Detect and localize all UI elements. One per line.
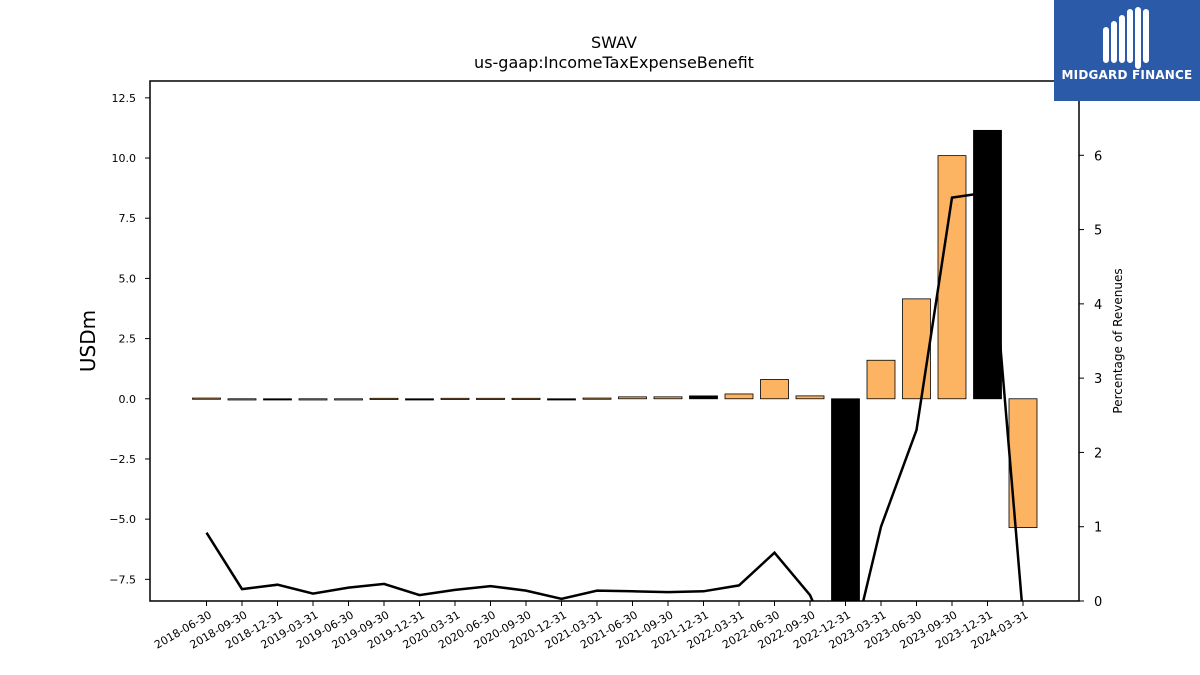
bar xyxy=(298,398,328,401)
y-tick-label: −2.5 xyxy=(109,453,136,466)
y-tick-label: −5.0 xyxy=(109,513,136,526)
bar xyxy=(476,397,505,400)
y-tick-label: −7.5 xyxy=(109,573,136,586)
bar xyxy=(866,359,896,400)
bar xyxy=(511,397,541,400)
y2-axis-label: Percentage of Revenues xyxy=(1111,268,1125,413)
bar xyxy=(653,396,683,400)
brand-name: MIDGARD FINANCE xyxy=(1061,68,1193,82)
y2-tick-label: 0 xyxy=(1094,595,1102,610)
y-tick-label: 5.0 xyxy=(119,272,137,285)
y2-tick-label: 1 xyxy=(1094,521,1102,536)
bar xyxy=(369,397,399,400)
bar-series xyxy=(192,129,1038,601)
y2-tick-label: 5 xyxy=(1094,224,1102,239)
midgard-logo-icon xyxy=(1103,7,1149,69)
plot-area xyxy=(192,129,1038,601)
chart-title: SWAV xyxy=(591,33,637,52)
bar xyxy=(334,398,363,401)
bar xyxy=(760,379,789,400)
bar xyxy=(973,129,1002,400)
bar xyxy=(440,397,470,400)
bar xyxy=(263,398,292,401)
bar xyxy=(227,398,257,401)
bar xyxy=(902,298,931,400)
y2-tick-label: 3 xyxy=(1094,372,1102,387)
bar xyxy=(582,397,612,400)
chart-subtitle: us-gaap:IncomeTaxExpenseBenefit xyxy=(474,53,754,72)
y-tick-label: 12.5 xyxy=(112,92,137,105)
y-tick-label: 10.0 xyxy=(112,152,137,165)
y-tick-label: 2.5 xyxy=(119,333,137,346)
y2-tick-label: 2 xyxy=(1094,446,1102,461)
plot-frame xyxy=(149,80,1080,602)
bar xyxy=(618,396,647,400)
bar xyxy=(405,398,434,401)
bar xyxy=(724,393,754,400)
bar xyxy=(547,398,576,401)
bar xyxy=(689,395,718,400)
y2-tick-label: 4 xyxy=(1094,298,1102,313)
brand-logo: MIDGARD FINANCE xyxy=(1054,0,1200,101)
y-tick-label: 0.0 xyxy=(119,393,137,406)
bar xyxy=(831,398,860,601)
bar xyxy=(192,397,221,400)
bar xyxy=(795,395,825,400)
y2-tick-label: 6 xyxy=(1094,149,1102,164)
bar xyxy=(937,155,967,400)
y-axis-label: USDm xyxy=(76,310,100,372)
y-tick-label: 7.5 xyxy=(119,212,137,225)
percentage-line xyxy=(205,190,1024,601)
